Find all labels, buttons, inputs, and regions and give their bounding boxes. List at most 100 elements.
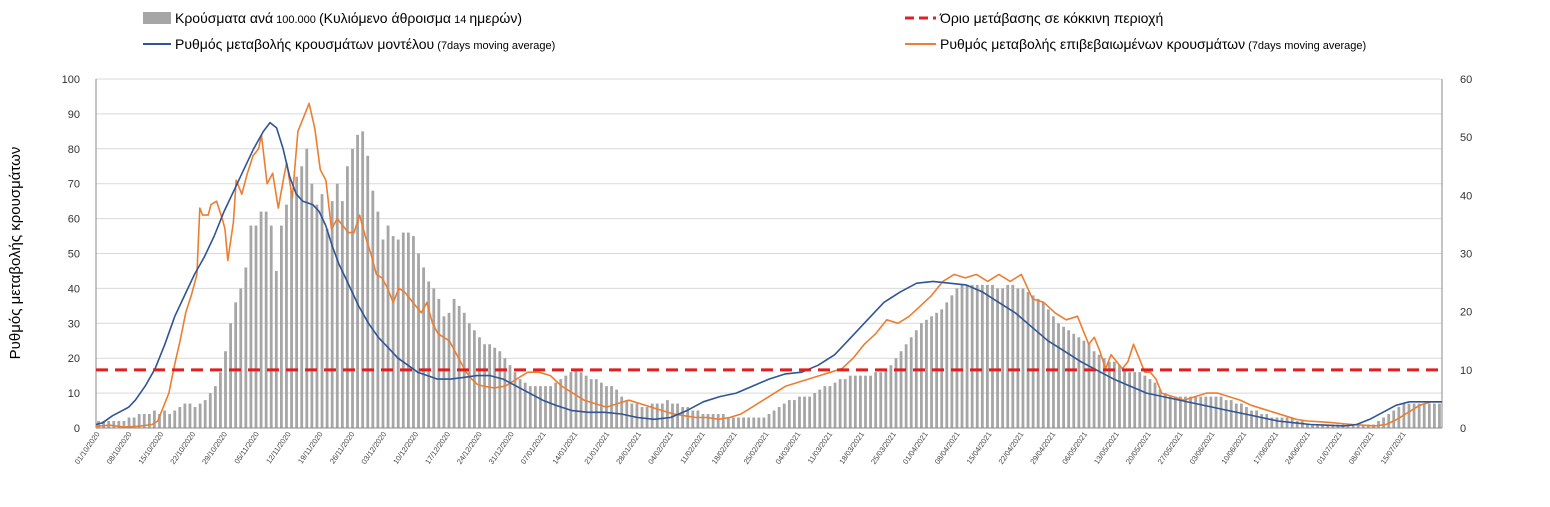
bar-89: [549, 386, 552, 428]
bar-239: [1311, 424, 1314, 428]
x-tick-label-3: 22/10/2020: [168, 430, 197, 466]
x-tick-label-28: 15/04/2021: [965, 430, 994, 466]
bar-10: [147, 414, 151, 428]
bar-4: [117, 421, 121, 428]
bar-159: [904, 344, 908, 428]
y2-tick-label-0: 0: [1460, 423, 1466, 435]
bar-155: [884, 368, 888, 428]
bar-154: [879, 372, 883, 428]
bar-192: [1072, 333, 1076, 428]
bar-146: [838, 379, 842, 428]
bar-220: [1214, 396, 1218, 428]
bar-253: [1382, 417, 1385, 428]
bar-61: [406, 232, 410, 428]
bar-13: [163, 410, 166, 428]
x-tick-label-17: 28/01/2021: [614, 430, 643, 466]
bar-262: [1427, 403, 1431, 428]
bar-111: [660, 403, 664, 428]
bar-128: [747, 417, 751, 428]
bar-231: [1270, 417, 1274, 428]
x-tick-label-38: 24/06/2021: [1283, 430, 1312, 466]
x-tick-label-0: 01/10/2020: [73, 430, 102, 466]
bar-21: [203, 400, 207, 428]
bar-204: [1133, 372, 1137, 428]
bar-261: [1422, 403, 1426, 428]
x-tick-label-29: 22/04/2021: [997, 430, 1026, 466]
bar-36: [280, 225, 283, 428]
bar-62: [412, 236, 415, 428]
bar-7: [132, 417, 136, 428]
bar-236: [1295, 421, 1299, 428]
bar-127: [742, 417, 745, 428]
bar-137: [793, 400, 796, 428]
bar-86: [533, 386, 537, 428]
bar-198: [1102, 358, 1106, 428]
bar-57: [386, 225, 390, 428]
bar-12: [158, 414, 161, 428]
bar-55: [376, 211, 380, 428]
x-tick-label-40: 08/07/2021: [1347, 430, 1376, 466]
bar-258: [1407, 403, 1411, 428]
x-tick-label-11: 17/12/2020: [423, 430, 452, 466]
bar-88: [544, 386, 547, 428]
bar-54: [371, 190, 375, 428]
bar-118: [696, 410, 700, 428]
confirmed-line: [95, 102, 1442, 428]
bar-255: [1392, 410, 1396, 428]
x-tick-label-36: 10/06/2021: [1219, 430, 1248, 466]
bar-242: [1326, 424, 1330, 428]
x-tick-label-20: 18/02/2021: [710, 430, 739, 466]
bar-156: [889, 365, 893, 428]
bar-125: [732, 417, 735, 428]
y2-tick-label-6: 60: [1460, 74, 1472, 86]
bar-84: [523, 382, 527, 428]
bar-123: [721, 414, 725, 428]
y2-tick-label-3: 30: [1460, 249, 1472, 261]
bar-117: [691, 410, 695, 428]
bar-15: [173, 410, 177, 428]
y2-tick-label-1: 10: [1460, 365, 1472, 377]
bar-182: [1021, 288, 1025, 428]
bar-85: [528, 386, 532, 428]
bar-142: [818, 389, 822, 428]
bar-212: [1173, 396, 1177, 428]
bar-173: [975, 284, 979, 428]
bar-122: [716, 414, 720, 428]
y-tick-label-8: 80: [68, 144, 80, 156]
bar-25: [224, 351, 227, 428]
y2-ticks: 0 10 20 30 40 50 60: [1460, 74, 1472, 435]
bar-58: [391, 236, 395, 428]
bar-77: [488, 344, 492, 428]
bar-238: [1306, 424, 1309, 428]
bar-14: [168, 414, 172, 428]
bar-35: [274, 270, 278, 428]
bar-68: [442, 316, 446, 428]
x-tick-label-4: 29/10/2020: [200, 430, 229, 466]
bar-202: [1123, 368, 1126, 428]
bar-93: [569, 372, 573, 428]
bar-109: [650, 403, 654, 428]
bar-225: [1239, 403, 1243, 428]
bar-237: [1300, 421, 1304, 428]
bar-243: [1331, 424, 1335, 428]
y2-tick-label-2: 20: [1460, 307, 1472, 319]
y2-tick-label-4: 40: [1460, 190, 1472, 202]
bar-131: [762, 417, 766, 428]
x-tick-label-5: 05/11/2020: [232, 430, 261, 465]
bar-240: [1316, 424, 1319, 428]
bar-149: [853, 375, 857, 428]
bar-133: [772, 410, 776, 428]
x-tick-label-21: 25/02/2021: [742, 430, 771, 466]
bar-94: [574, 368, 578, 428]
bar-3: [112, 421, 116, 428]
x-tick-label-12: 24/12/2020: [455, 430, 484, 466]
bar-9: [142, 414, 146, 428]
bar-113: [671, 403, 674, 428]
x-tick-label-18: 04/02/2021: [646, 430, 675, 466]
y-tick-label-0: 0: [74, 423, 80, 435]
bar-71: [457, 305, 461, 428]
legend-label-model: Ρυθμός μεταβολής κρουσμάτων μοντέλου (7d…: [175, 36, 555, 52]
bar-218: [1204, 396, 1208, 428]
legend-label-threshold: Όριο μετάβασης σε κόκκινη περιοχή: [939, 10, 1163, 26]
bar-44: [320, 194, 324, 428]
